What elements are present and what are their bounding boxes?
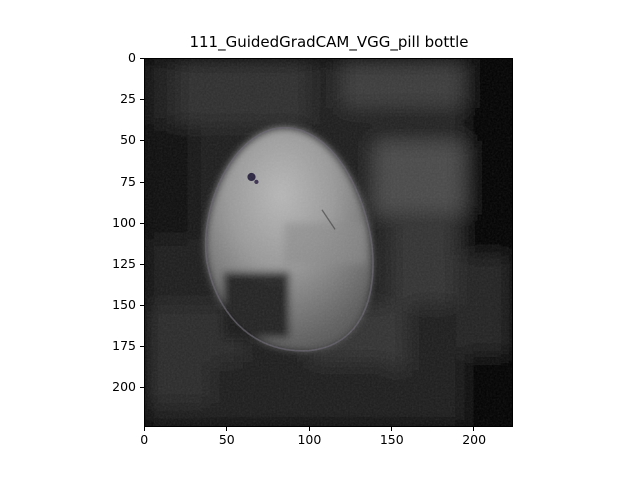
y-tick-label: 75: [120, 173, 136, 189]
x-tick-label: 200: [462, 432, 487, 447]
plot-title: 111_GuidedGradCAM_VGG_pill bottle: [189, 33, 469, 51]
x-tick-label: 100: [297, 432, 322, 447]
y-tick-label: 150: [112, 297, 136, 313]
y-tick-mark: [140, 58, 144, 59]
y-tick-mark: [140, 222, 144, 224]
x-tick-mark: [308, 427, 310, 431]
y-tick-label: 25: [120, 91, 136, 107]
y-tick-label: 0: [128, 50, 136, 65]
x-tick-mark: [391, 427, 393, 431]
x-tick-label: 0: [140, 432, 149, 447]
x-tick-mark: [144, 427, 145, 431]
x-tick-label: 50: [218, 432, 235, 447]
y-tick-mark: [140, 263, 144, 265]
x-tick-label: 150: [379, 432, 404, 447]
y-tick-label: 100: [112, 214, 136, 230]
y-tick-label: 50: [120, 132, 136, 148]
y-tick-mark: [140, 346, 144, 348]
image-axes: [144, 58, 513, 427]
y-tick-mark: [140, 387, 144, 389]
y-tick-mark: [140, 99, 144, 101]
x-tick-mark: [226, 427, 228, 431]
y-tick-label: 175: [112, 338, 136, 354]
heatmap-image: [145, 59, 512, 426]
y-tick-label: 125: [112, 255, 136, 271]
y-tick-mark: [140, 181, 144, 183]
y-tick-mark: [140, 305, 144, 307]
x-tick-mark: [473, 427, 475, 431]
y-tick-label: 200: [112, 379, 136, 395]
y-tick-mark: [140, 140, 144, 142]
